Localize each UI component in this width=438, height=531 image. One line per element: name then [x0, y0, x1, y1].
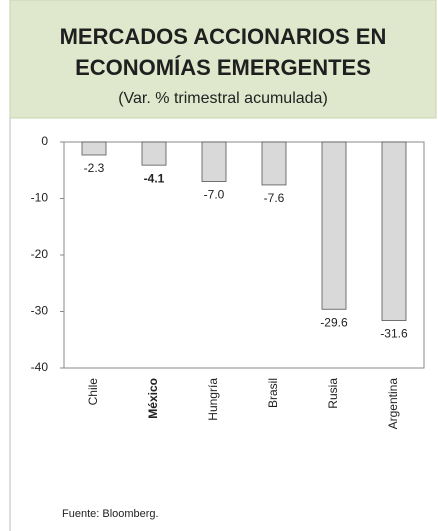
value-label: -29.6	[320, 315, 348, 329]
bar	[201, 141, 227, 182]
x-tick-label: Hungría	[206, 378, 220, 421]
x-tick-label: Argentina	[386, 378, 400, 430]
x-tick-label: México	[146, 378, 160, 419]
value-label: -7.0	[204, 188, 225, 202]
bar	[141, 141, 167, 166]
source-note: Fuente: Bloomberg.	[62, 508, 159, 520]
chart-subtitle: (Var. % trimestral acumulada)	[118, 90, 328, 107]
y-tick-label: -30	[31, 304, 49, 318]
value-label: -31.6	[380, 327, 408, 341]
chart-title: MERCADOS ACCIONARIOS EN	[60, 24, 387, 49]
chart-title: ECONOMÍAS EMERGENTES	[75, 55, 371, 80]
x-tick-label: Rusia	[326, 378, 340, 409]
x-tick-label: Chile	[86, 378, 100, 406]
y-tick-label: 0	[41, 134, 48, 148]
bar	[81, 141, 107, 156]
bar	[321, 141, 347, 310]
x-tick-label: Brasil	[266, 378, 280, 408]
header-band	[9, 0, 437, 119]
value-label: -4.1	[144, 171, 165, 185]
y-tick-label: -20	[31, 247, 49, 261]
y-tick-label: -40	[31, 360, 49, 374]
value-label: -7.6	[264, 191, 285, 205]
value-label: -2.3	[84, 161, 105, 175]
y-tick-label: -10	[31, 191, 49, 205]
plot-frame	[63, 141, 425, 369]
bar	[381, 141, 407, 321]
bar	[261, 141, 287, 186]
